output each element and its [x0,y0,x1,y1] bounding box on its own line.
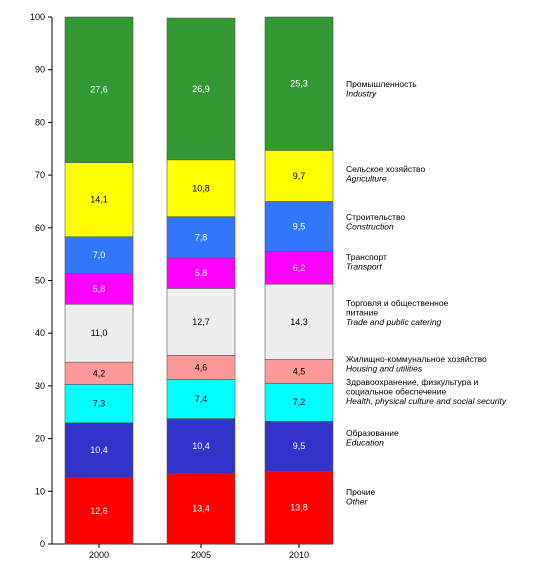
data-label: 7,2 [293,397,306,407]
legend-label-en: Education [346,438,384,448]
bar-segment [64,422,134,478]
bar-segment [264,16,334,151]
data-label: 5,8 [93,284,106,294]
bar-segment [264,150,334,202]
bar-segment [166,257,236,289]
x-axis: 2000 2005 2010 [89,544,309,560]
x-category-label: 2005 [191,550,211,560]
bar-segment [166,379,236,419]
data-label: 4,6 [195,362,208,372]
bar-segment [166,418,236,474]
data-label: 5,8 [195,268,208,278]
data-label: 9,5 [293,221,306,231]
x-category-label: 2010 [289,550,309,560]
data-label: 4,5 [293,366,306,376]
data-label: 12,6 [90,506,108,516]
legend-label-en: Other [346,497,368,507]
legend-label-ru: Транспорт [346,252,387,262]
data-label: 27,6 [90,85,108,95]
data-label: 11,0 [91,328,108,338]
data-label: 4,2 [93,368,106,378]
legend-label-ru: Строительство [346,212,405,222]
y-tick-label: 0 [40,539,45,549]
data-label: 6,2 [293,263,306,273]
data-label: 10,4 [90,445,108,455]
y-tick-label: 30 [35,381,45,391]
data-label: 7,3 [93,399,106,409]
x-category-label: 2000 [89,550,109,560]
bar-segment [64,16,134,163]
data-label: 14,3 [290,317,308,327]
y-tick-label: 10 [35,486,45,496]
bar-segment [264,283,334,360]
bar-segment [64,477,134,545]
y-tick-label: 80 [35,117,45,127]
y-tick-label: 100 [30,12,45,22]
bar-segment [166,159,236,218]
legend-label-en: Trade and public catering [346,317,442,327]
bars: 12,6 10,4 7,3 4,2 11,0 5,8 7,0 14,1 27,6 13,4 10,4… [64,16,334,545]
legend-label-en: Industry [346,89,377,99]
y-tick-label: 60 [35,223,45,233]
y-tick-label: 50 [35,276,45,286]
data-label: 25,3 [290,79,308,89]
bar-segment [166,17,236,161]
data-label: 12,7 [192,317,210,327]
legend-label-ru: Промышленность [346,79,417,89]
legend-label-ru: Прочие [346,487,376,497]
legend-label-ru: Здравоохранение, физкультура и [346,377,479,387]
y-tick-label: 40 [35,328,45,338]
data-label: 14,1 [90,195,108,205]
y-tick-label: 70 [35,170,45,180]
bar-segment [64,384,134,424]
data-label: 7,0 [93,250,106,260]
data-label: 9,7 [293,171,306,181]
bar-segment [64,236,134,274]
bar-segment [166,473,236,545]
data-label: 9,5 [293,441,306,451]
legend-label-en: Health, physical culture and social secu… [346,396,507,406]
legend-label-ru: Торговля и общественное [346,298,449,308]
legend-label-ru: Образование [346,428,399,438]
legend-label-ru: Жилищно-коммунальное хозяйство [346,354,487,364]
data-label: 7,4 [195,394,208,404]
bar-segment [264,420,334,472]
data-label: 10,4 [192,441,210,451]
y-tick-label: 20 [35,434,45,444]
data-label: 26,9 [192,84,210,94]
y-tick-label: 90 [35,65,45,75]
bar-segment [264,470,334,545]
legend-label-ru: социальное обеспечение [346,387,446,397]
legend-label-en: Agriculture [345,174,387,184]
legend-label-en: Transport [346,262,382,272]
bar-segment [64,162,134,238]
legend-label-en: Construction [346,222,394,232]
data-label: 13,4 [192,504,210,514]
legend-label-en: Housing and utilities [346,364,423,374]
legend-label-ru: Сельское хозяйство [346,164,425,174]
data-label: 13,8 [290,503,308,513]
bar-segment [264,382,334,422]
data-label: 7,8 [195,232,208,242]
legend-label-ru: питание [346,308,378,318]
bar-segment [264,251,334,285]
bar-segment [264,201,334,252]
data-label: 10,8 [192,183,210,193]
bar-segment [166,216,236,259]
bar-segment [166,288,236,356]
